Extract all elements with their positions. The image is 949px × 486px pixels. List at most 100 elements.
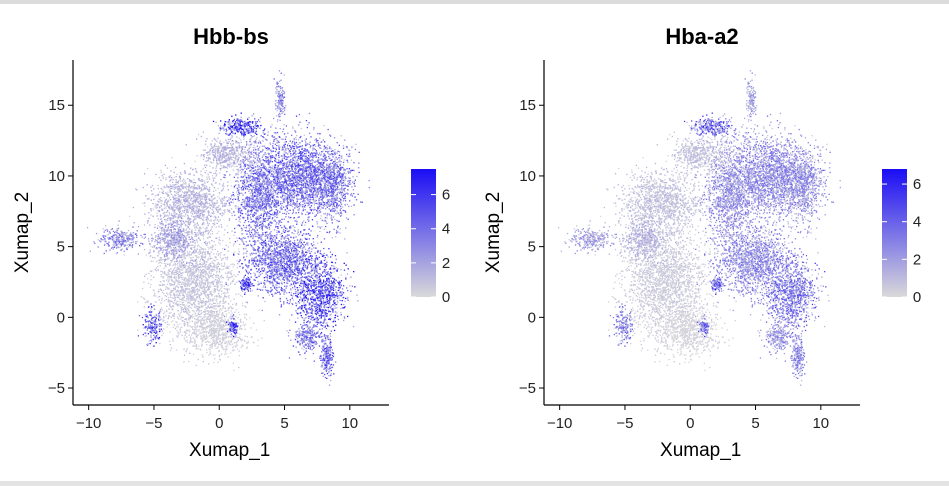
cell-point — [246, 253, 247, 254]
cell-point — [244, 238, 245, 239]
cell-point — [265, 156, 266, 157]
cell-point — [258, 155, 259, 156]
cell-point — [306, 162, 307, 163]
cell-point — [290, 140, 291, 141]
cell-point — [278, 176, 279, 177]
cell-point — [254, 231, 255, 232]
cell-point — [265, 139, 266, 140]
cell-point — [354, 204, 355, 205]
cell-point — [308, 214, 309, 215]
cell-point — [336, 153, 337, 154]
cell-point — [250, 210, 251, 211]
cell-point — [288, 172, 289, 173]
cell-point — [249, 162, 250, 163]
cell-point — [273, 188, 274, 189]
cell-point — [317, 209, 318, 210]
cell-point — [344, 159, 345, 160]
cell-point — [306, 252, 307, 253]
cell-point — [287, 300, 288, 301]
cell-point — [292, 173, 293, 174]
cell-point — [311, 176, 312, 177]
cell-point — [309, 194, 310, 195]
cell-point — [345, 200, 346, 201]
cell-point — [275, 165, 276, 166]
cell-point — [266, 150, 267, 151]
cell-point — [302, 204, 303, 205]
cell-point — [292, 128, 293, 129]
cell-point — [303, 180, 304, 181]
cell-point — [268, 185, 269, 186]
cell-point — [273, 257, 274, 258]
cell-point — [309, 144, 310, 145]
cell-point — [290, 301, 291, 302]
cell-point — [253, 173, 254, 174]
cell-point — [262, 229, 263, 230]
cell-point — [257, 204, 258, 205]
cell-point — [288, 202, 289, 203]
cell-point — [250, 175, 251, 176]
cell-point — [257, 173, 258, 174]
cell-point — [242, 213, 243, 214]
cell-point — [298, 174, 299, 175]
cell-point — [287, 145, 288, 146]
cell-point — [315, 172, 316, 173]
cell-point — [310, 171, 311, 172]
cell-point — [300, 173, 301, 174]
cell-point — [306, 153, 307, 154]
cell-point — [347, 147, 348, 148]
cell-point — [290, 205, 291, 206]
cell-point — [265, 262, 266, 263]
cell-point — [349, 178, 350, 179]
cell-point — [317, 164, 318, 165]
cell-point — [290, 153, 291, 154]
cell-point — [234, 186, 235, 187]
cell-point — [239, 244, 240, 245]
cell-point — [315, 146, 316, 147]
cell-point — [340, 168, 341, 169]
cell-point — [293, 163, 294, 164]
cell-point — [339, 155, 340, 156]
cell-point — [269, 200, 270, 201]
cell-point — [333, 181, 334, 182]
cell-point — [307, 184, 308, 185]
cell-point — [234, 232, 235, 233]
cell-point — [256, 181, 257, 182]
cell-point — [266, 197, 267, 198]
cell-point — [294, 177, 295, 178]
cell-point — [279, 272, 280, 273]
cell-point — [309, 202, 310, 203]
cell-point — [271, 274, 272, 275]
cell-point — [348, 206, 349, 207]
cell-point — [262, 200, 263, 201]
cell-point — [250, 291, 251, 292]
cell-point — [351, 146, 352, 147]
cell-point — [287, 187, 288, 188]
cell-point — [278, 161, 279, 162]
cell-point — [282, 192, 283, 193]
cell-point — [262, 182, 263, 183]
cell-point — [336, 188, 337, 189]
cell-point — [320, 184, 321, 185]
cell-point — [304, 193, 305, 194]
cell-point — [291, 251, 292, 252]
cell-point — [318, 193, 319, 194]
cell-point — [239, 266, 240, 267]
cell-point — [348, 177, 349, 178]
cell-point — [292, 190, 293, 191]
cell-point — [335, 236, 336, 237]
cell-point — [351, 193, 352, 194]
cell-point — [324, 271, 325, 272]
cell-point — [265, 245, 266, 246]
cell-point — [250, 236, 251, 237]
cell-point — [324, 192, 325, 193]
cell-point — [282, 196, 283, 197]
cell-point — [305, 189, 306, 190]
cell-point — [258, 189, 259, 190]
cell-point — [320, 196, 321, 197]
cell-point — [331, 209, 332, 210]
cell-point — [320, 218, 321, 219]
cell-point — [275, 155, 276, 156]
cell-point — [280, 188, 281, 189]
cell-point — [294, 194, 295, 195]
cell-point — [339, 189, 340, 190]
